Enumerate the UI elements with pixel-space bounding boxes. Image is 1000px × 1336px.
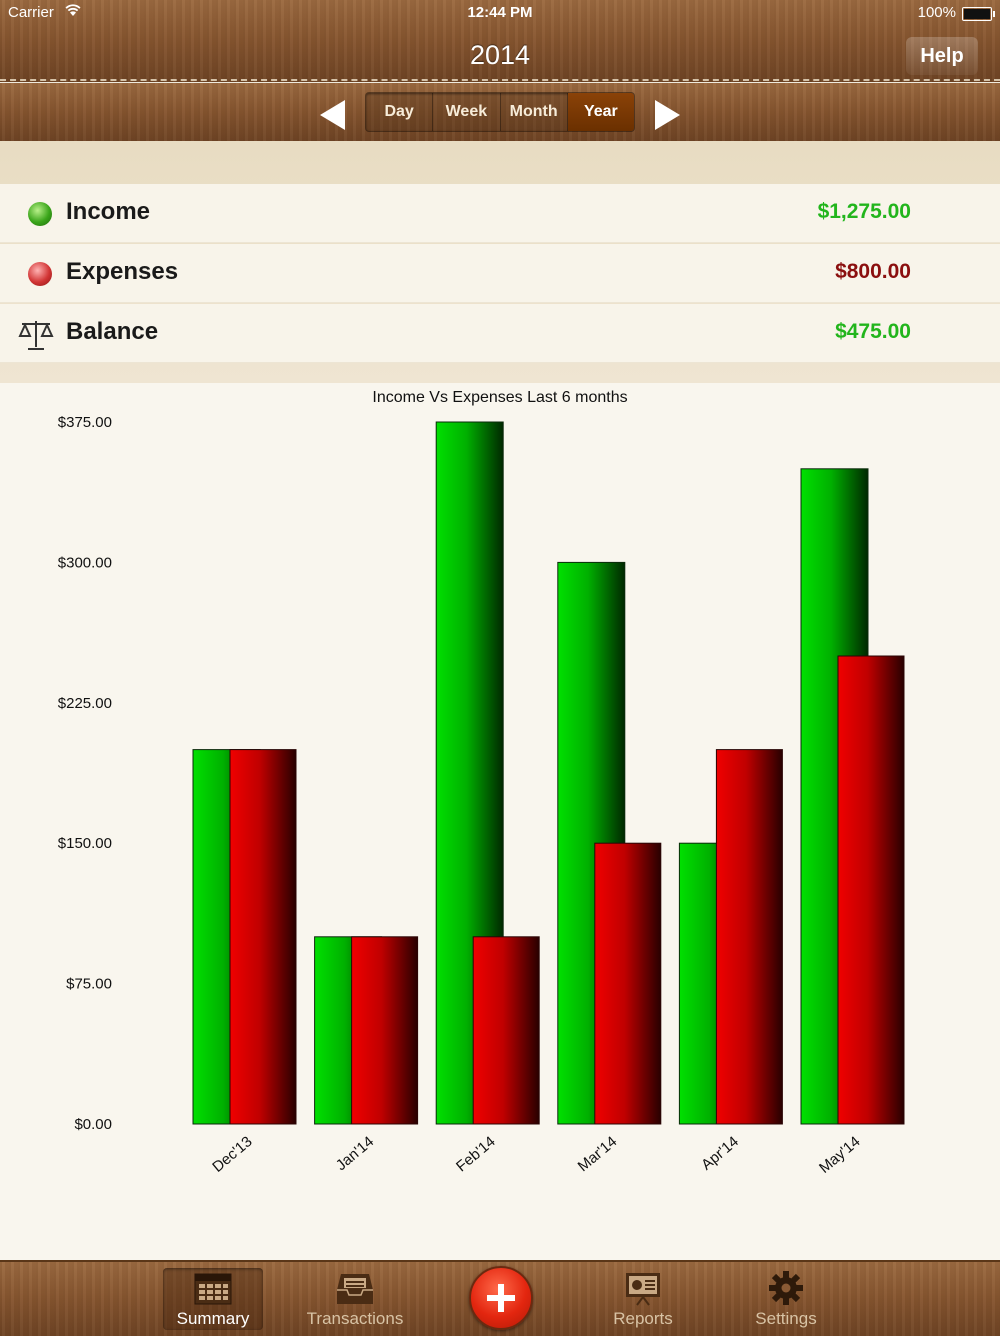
expense-bar bbox=[715, 749, 783, 1125]
expense-bar bbox=[594, 842, 662, 1125]
y-tick-label: $75.00 bbox=[66, 976, 112, 993]
y-tick-label: $300.00 bbox=[58, 554, 112, 571]
wifi-icon bbox=[64, 2, 82, 22]
income-expenses-chart: Income Vs Expenses Last 6 months $0.00 $7… bbox=[0, 383, 1000, 1260]
tab-settings[interactable]: Settings bbox=[736, 1268, 836, 1330]
y-tick-label: $0.00 bbox=[74, 1116, 112, 1133]
tab-reports-label: Reports bbox=[613, 1309, 673, 1328]
x-tick-label: Apr'14 bbox=[698, 1133, 742, 1174]
expense-bar bbox=[351, 936, 419, 1125]
expense-bar bbox=[229, 749, 297, 1125]
expenses-row[interactable]: Expenses $800.00 bbox=[0, 244, 1000, 303]
battery-percentage: 100% bbox=[917, 4, 956, 21]
balance-label: Balance bbox=[66, 318, 159, 345]
y-tick-label: $225.00 bbox=[58, 695, 112, 712]
expense-bar bbox=[837, 655, 905, 1125]
scales-icon bbox=[18, 321, 54, 350]
presentation-icon bbox=[626, 1273, 660, 1306]
chart-title: Income Vs Expenses Last 6 months bbox=[372, 389, 627, 406]
previous-period-arrow-icon[interactable] bbox=[320, 100, 345, 130]
period-bar bbox=[0, 83, 1000, 141]
income-value: $1,275.00 bbox=[817, 200, 911, 223]
x-tick-label: Feb'14 bbox=[453, 1133, 499, 1175]
tab-transactions[interactable]: Transactions bbox=[305, 1268, 405, 1330]
stitch-divider bbox=[0, 79, 1000, 81]
red-dot-icon bbox=[28, 262, 52, 286]
expenses-value: $800.00 bbox=[835, 260, 911, 283]
tab-reports[interactable]: Reports bbox=[593, 1268, 693, 1330]
x-tick-label: Mar'14 bbox=[575, 1133, 621, 1175]
balance-row[interactable]: Balance $475.00 bbox=[0, 304, 1000, 363]
calendar-icon bbox=[194, 1273, 232, 1305]
tab-summary-label: Summary bbox=[176, 1309, 250, 1328]
battery-icon bbox=[962, 7, 995, 21]
x-tick-label: May'14 bbox=[816, 1133, 864, 1177]
expenses-label: Expenses bbox=[66, 258, 179, 285]
chart-canvas: Income Vs Expenses Last 6 months $0.00 $7… bbox=[58, 389, 905, 1177]
income-label: Income bbox=[66, 198, 151, 225]
expense-bar bbox=[472, 936, 540, 1125]
y-tick-label: $150.00 bbox=[58, 835, 112, 852]
gear-icon bbox=[769, 1271, 803, 1305]
next-period-arrow-icon[interactable] bbox=[655, 100, 680, 130]
navigation-bar: Carrier 12:44 PM 100% 2014 Help bbox=[0, 0, 1000, 82]
segment-month[interactable]: Month bbox=[501, 93, 568, 131]
green-dot-icon bbox=[28, 202, 52, 226]
income-row[interactable]: Income $1,275.00 bbox=[0, 184, 1000, 243]
add-transaction-button[interactable] bbox=[469, 1266, 533, 1330]
tab-settings-label: Settings bbox=[755, 1309, 817, 1328]
tab-transactions-label: Transactions bbox=[306, 1309, 404, 1328]
carrier-label: Carrier bbox=[8, 4, 54, 21]
page-title: 2014 bbox=[469, 40, 531, 70]
period-segmented-control: Day Week Month Year bbox=[365, 92, 635, 132]
segment-week[interactable]: Week bbox=[433, 93, 501, 131]
inbox-tray-icon bbox=[337, 1274, 373, 1304]
segment-day[interactable]: Day bbox=[366, 93, 434, 131]
segment-year[interactable]: Year bbox=[567, 93, 634, 131]
status-time: 12:44 PM bbox=[467, 4, 533, 21]
y-tick-label: $375.00 bbox=[58, 414, 112, 431]
balance-value: $475.00 bbox=[835, 320, 911, 343]
x-tick-label: Dec'13 bbox=[209, 1133, 255, 1176]
tab-summary[interactable]: Summary bbox=[163, 1268, 263, 1330]
x-tick-label: Jan'14 bbox=[333, 1133, 377, 1174]
help-button[interactable]: Help bbox=[906, 37, 978, 75]
